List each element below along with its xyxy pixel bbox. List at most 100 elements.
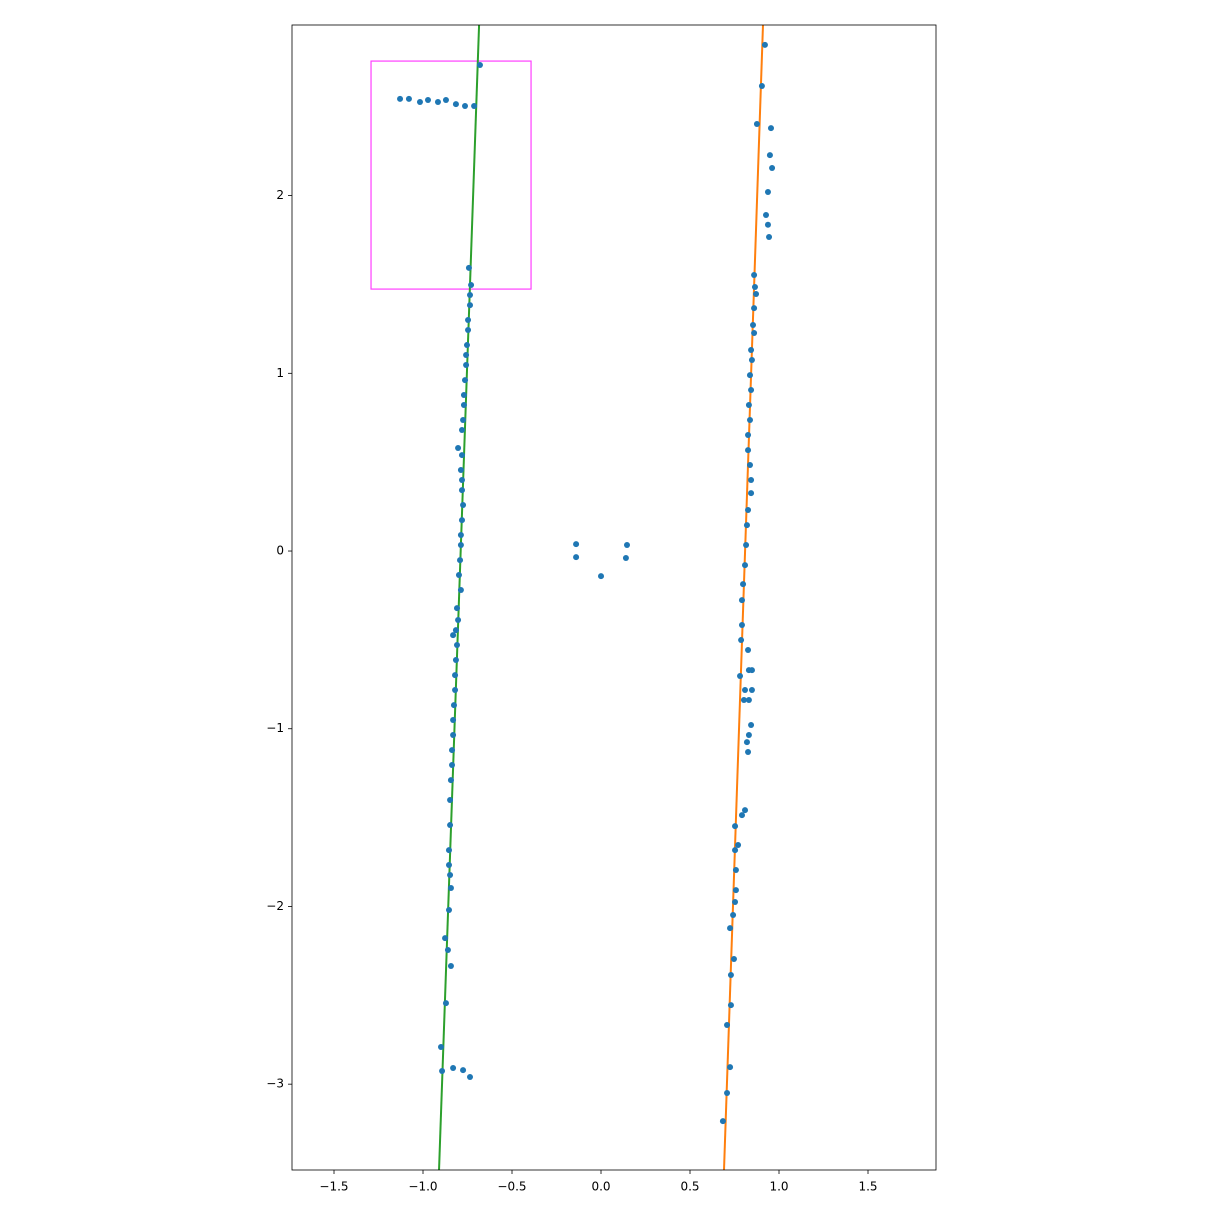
point [573, 541, 580, 548]
point [746, 462, 753, 469]
point [455, 572, 462, 579]
point [766, 152, 773, 159]
point [740, 696, 747, 703]
point [466, 291, 473, 298]
point [466, 1074, 473, 1081]
point [738, 637, 745, 644]
point [748, 356, 755, 363]
point [748, 347, 755, 354]
point [457, 586, 464, 593]
point [746, 372, 753, 379]
point [767, 125, 774, 132]
point [727, 1002, 734, 1009]
point [465, 326, 472, 333]
point [745, 696, 752, 703]
x-tick-label: −0.5 [497, 1180, 526, 1194]
point [455, 616, 462, 623]
y-tick-label: 0 [276, 544, 284, 558]
point [748, 667, 755, 674]
point [445, 862, 452, 869]
point [457, 466, 464, 473]
point [437, 1044, 444, 1051]
point [462, 103, 469, 110]
point [748, 686, 755, 693]
point [745, 749, 752, 756]
point [724, 1090, 731, 1097]
point [447, 822, 454, 829]
point [449, 761, 456, 768]
point [449, 747, 456, 754]
point [751, 283, 758, 290]
point [450, 1064, 457, 1071]
point [732, 867, 739, 874]
point [738, 812, 745, 819]
point [447, 884, 454, 891]
point [458, 452, 465, 459]
point [457, 557, 464, 564]
point [450, 702, 457, 709]
point [444, 946, 451, 953]
point [458, 517, 465, 524]
point [761, 41, 768, 48]
point [737, 672, 744, 679]
x-tick-label: −1.5 [319, 1180, 348, 1194]
point [463, 342, 470, 349]
point [746, 417, 753, 424]
x-tick-label: 1.5 [858, 1180, 877, 1194]
point [405, 95, 412, 102]
point [460, 1067, 467, 1074]
point [466, 302, 473, 309]
point [450, 632, 457, 639]
point [424, 96, 431, 103]
point [763, 211, 770, 218]
point [727, 1064, 734, 1071]
point [745, 506, 752, 513]
point [743, 522, 750, 529]
point [764, 189, 771, 196]
point [442, 935, 449, 942]
point [598, 573, 605, 580]
point [751, 329, 758, 336]
point [732, 847, 739, 854]
point [748, 387, 755, 394]
point [452, 686, 459, 693]
point [769, 165, 776, 172]
x-tick-label: 0.0 [591, 1180, 610, 1194]
point [753, 120, 760, 127]
point [764, 221, 771, 228]
point [745, 647, 752, 654]
point [748, 490, 755, 497]
point [758, 82, 765, 89]
point [442, 1000, 449, 1007]
point [738, 621, 745, 628]
y-tick-label: −2 [266, 899, 284, 913]
point [750, 321, 757, 328]
point [454, 605, 461, 612]
point [727, 925, 734, 932]
point [458, 487, 465, 494]
point [730, 911, 737, 918]
point [439, 1068, 446, 1075]
point [397, 95, 404, 102]
point [455, 444, 462, 451]
point [742, 686, 749, 693]
point [751, 272, 758, 279]
point [458, 476, 465, 483]
point [454, 642, 461, 649]
point [452, 656, 459, 663]
point [740, 581, 747, 588]
point [766, 234, 773, 241]
point [732, 823, 739, 830]
point [450, 731, 457, 738]
point [458, 427, 465, 434]
point [732, 887, 739, 894]
point [471, 103, 478, 110]
point [742, 562, 749, 569]
point [445, 847, 452, 854]
y-tick-label: −3 [266, 1077, 284, 1091]
x-tick-label: 0.5 [680, 1180, 699, 1194]
point [445, 907, 452, 914]
point [724, 1021, 731, 1028]
point [447, 962, 454, 969]
point [476, 61, 483, 68]
